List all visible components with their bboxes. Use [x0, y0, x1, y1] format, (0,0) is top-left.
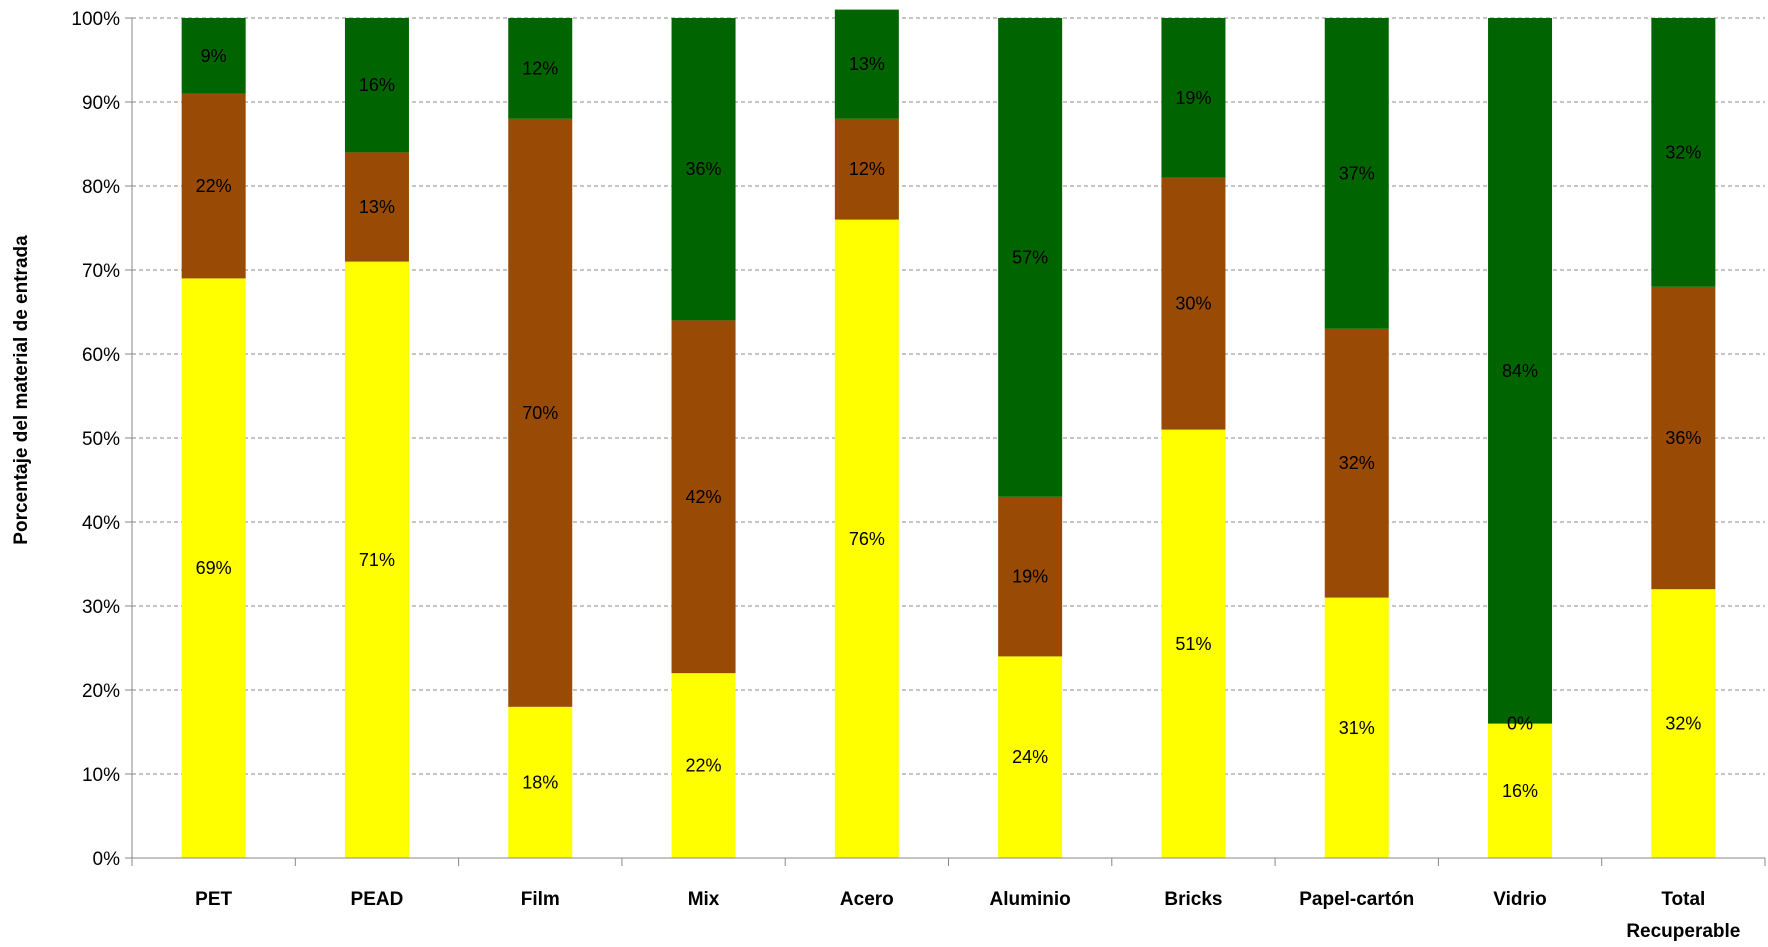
bar-segment — [671, 320, 736, 674]
data-label: 76% — [849, 529, 885, 549]
x-category-label: Vidrio — [1493, 889, 1547, 910]
data-label: 22% — [196, 176, 232, 196]
data-label: 12% — [522, 58, 558, 78]
data-label: 24% — [1012, 747, 1048, 767]
y-tick-label: 10% — [82, 765, 120, 786]
bar-segment — [671, 673, 736, 858]
bar-segment — [181, 93, 246, 279]
data-label: 0% — [1507, 714, 1533, 734]
data-label: 42% — [686, 487, 722, 507]
y-tick-label: 90% — [82, 93, 120, 114]
bar-segment — [508, 18, 573, 119]
x-category-label: Total — [1661, 889, 1705, 910]
y-axis-title: Porcentaje del material de entrada — [11, 235, 32, 545]
x-category-label: PET — [195, 889, 232, 910]
bar-segment — [1324, 597, 1389, 858]
data-label: 36% — [686, 159, 722, 179]
bar-segment — [1161, 429, 1226, 858]
bar-segment — [181, 278, 246, 858]
y-tick-label: 20% — [82, 681, 120, 702]
bar-segment — [1488, 18, 1553, 724]
bar-segment — [1324, 18, 1389, 329]
bar-segment — [1651, 18, 1716, 287]
bar-segment — [1488, 723, 1553, 858]
bar-segment — [998, 656, 1063, 858]
y-tick-label: 30% — [82, 597, 120, 618]
data-label: 19% — [1012, 567, 1048, 587]
data-label: 84% — [1502, 361, 1538, 381]
y-tick-label: 0% — [93, 849, 121, 870]
data-label: 18% — [522, 772, 558, 792]
bar-segment — [181, 18, 246, 94]
bar-segment — [1161, 177, 1226, 430]
bar-segment — [671, 18, 736, 321]
data-label: 22% — [686, 756, 722, 776]
y-tick-label: 80% — [82, 177, 120, 198]
data-label: 30% — [1175, 294, 1211, 314]
bar-segment — [834, 118, 899, 220]
bar-segment — [998, 496, 1063, 657]
bar-segment — [1324, 328, 1389, 598]
data-label: 32% — [1665, 142, 1701, 162]
y-tick-label: 60% — [82, 345, 120, 366]
bar-segment — [998, 18, 1063, 497]
y-tick-label: 100% — [71, 9, 120, 30]
data-label: 9% — [201, 46, 227, 66]
data-label: 19% — [1175, 88, 1211, 108]
bar-segment — [1651, 589, 1716, 858]
x-category-label: Mix — [688, 889, 720, 910]
data-label: 13% — [359, 197, 395, 217]
x-category-label: Aluminio — [990, 889, 1071, 910]
bar-segment — [344, 261, 409, 859]
data-label: 69% — [196, 558, 232, 578]
y-tick-label: 40% — [82, 513, 120, 534]
x-category-label: Recuperable — [1626, 921, 1740, 942]
bar-segment — [834, 219, 899, 859]
y-tick-label: 70% — [82, 261, 120, 282]
x-category-label: Bricks — [1164, 889, 1222, 910]
x-category-label: Acero — [840, 889, 894, 910]
x-category-label: PEAD — [351, 889, 404, 910]
data-label: 36% — [1665, 428, 1701, 448]
bar-segment — [1161, 18, 1226, 178]
data-label: 32% — [1339, 453, 1375, 473]
bar-segment — [508, 706, 573, 858]
data-label: 51% — [1175, 634, 1211, 654]
data-label: 32% — [1665, 714, 1701, 734]
y-tick-label: 50% — [82, 429, 120, 450]
data-label: 16% — [1502, 781, 1538, 801]
bar-segment — [344, 18, 409, 153]
data-label: 70% — [522, 403, 558, 423]
bar-segment — [508, 118, 573, 707]
x-category-label: Film — [521, 889, 560, 910]
data-label: 57% — [1012, 247, 1048, 267]
x-category-label: Papel-cartón — [1299, 889, 1414, 910]
data-label: 13% — [849, 54, 885, 74]
data-label: 31% — [1339, 718, 1375, 738]
data-label: 16% — [359, 75, 395, 95]
data-label: 37% — [1339, 163, 1375, 183]
bar-segment — [1651, 286, 1716, 590]
bar-segment — [834, 9, 899, 119]
data-label: 71% — [359, 550, 395, 570]
bar-segment — [344, 152, 409, 262]
data-label: 12% — [849, 159, 885, 179]
